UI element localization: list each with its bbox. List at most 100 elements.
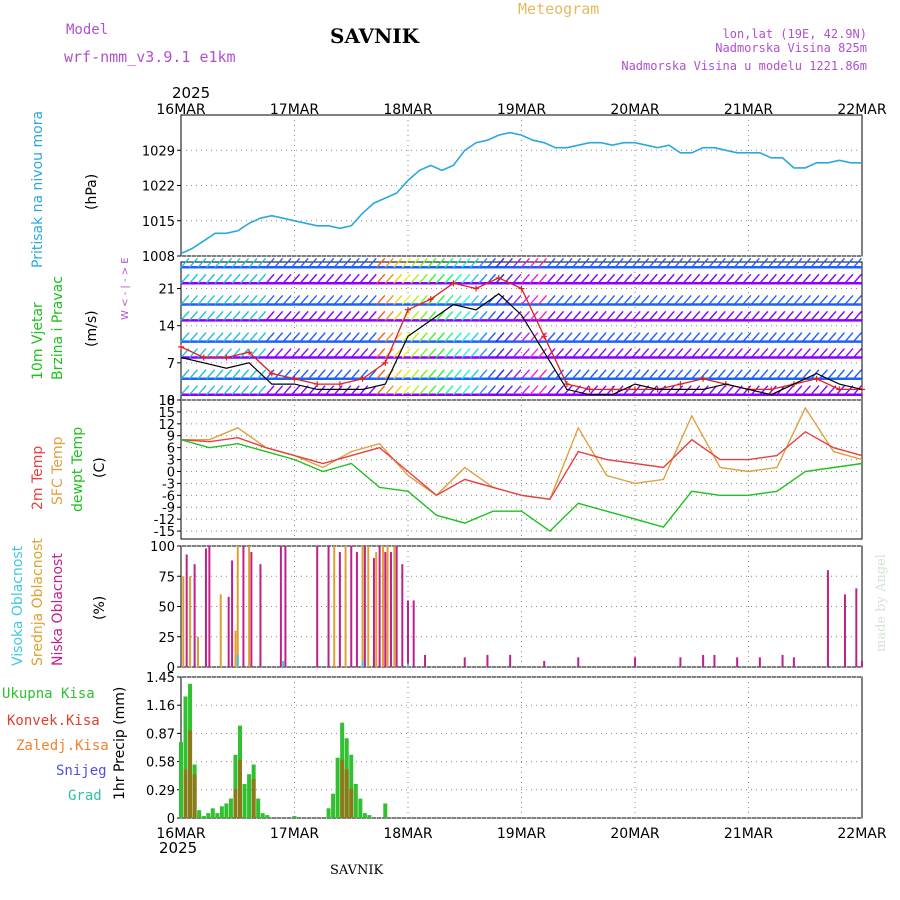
cloud-bar [227, 596, 230, 667]
dewpt-temp-line [180, 439, 863, 533]
wind-barb [444, 273, 454, 284]
y-tick-label: 1015 [142, 215, 175, 230]
wind-barb [503, 310, 513, 321]
wind-barb [640, 294, 650, 305]
wind-ylabel-2: Brzina i Pravac [50, 276, 66, 380]
wind-barb [784, 348, 794, 359]
wind-barb [674, 332, 684, 343]
wind-barb [827, 273, 837, 284]
wind-barb [274, 310, 284, 321]
cloud-bar [363, 546, 366, 667]
wind-barb [248, 369, 258, 380]
wind-barb [299, 294, 309, 305]
temp-ylabel-dew: dewpt Temp [70, 427, 86, 512]
precip-bar [265, 815, 270, 818]
wind-barb [512, 294, 522, 305]
wind-barb [495, 310, 505, 321]
model-label: Model [66, 22, 108, 38]
wind-barb [180, 332, 190, 343]
wind-barb [478, 332, 488, 343]
wind-barb [852, 273, 863, 284]
gust-marker [813, 375, 820, 382]
y-tick-label: 3 [167, 454, 175, 469]
wind-barb [589, 257, 599, 268]
wind-barb [316, 369, 326, 380]
gust-marker [473, 285, 480, 292]
wind-barb [478, 257, 488, 268]
wind-barb [835, 332, 845, 343]
wind-barb [784, 294, 794, 305]
cloud-bar [781, 654, 784, 667]
cloud-ylabel-mid: Srednja Oblacnost [30, 538, 46, 666]
wind-barb [708, 385, 718, 396]
wind-barb [452, 369, 462, 380]
wind-barb [716, 332, 726, 343]
gust-marker [700, 375, 707, 382]
precip-bar [367, 815, 372, 818]
wind-barb [520, 257, 531, 268]
y-tick-label: -9 [162, 501, 175, 516]
wind-barb [597, 385, 607, 396]
wind-barb [682, 348, 692, 359]
wind-barb [674, 294, 684, 305]
wind-barb [427, 310, 437, 321]
wind-barb [282, 257, 292, 268]
y-tick-label: 18 [158, 394, 175, 409]
wind-barb [206, 294, 216, 305]
wind-barb [359, 369, 369, 380]
wind-barb [546, 294, 556, 305]
wind-barb [529, 348, 539, 359]
precip-bar [344, 769, 349, 818]
precip-bar [228, 798, 233, 818]
cloud-bar [393, 546, 396, 667]
wind-barb [657, 294, 667, 305]
wind-barb [793, 332, 803, 343]
wind-barb [725, 332, 735, 343]
cloud-bar [193, 564, 196, 667]
wind-barb [555, 273, 565, 284]
wind-barb [614, 294, 624, 305]
wind-barb [248, 257, 258, 268]
wind-barb [188, 369, 199, 380]
wind-barb [503, 332, 513, 343]
cloud-bar [577, 657, 580, 667]
wind-barb [512, 257, 522, 268]
wind-barb [214, 348, 224, 359]
wind-barb [299, 348, 309, 359]
wind-barb [657, 332, 667, 343]
wind-barb [589, 385, 599, 396]
y-tick-label: 75 [158, 570, 175, 585]
wind-barb [188, 273, 199, 284]
wind-barb [793, 294, 803, 305]
wind-barb [827, 257, 837, 268]
wind-barb [461, 257, 471, 268]
wind-barb [367, 385, 377, 396]
wind-barb [359, 273, 369, 284]
precip-bar [340, 759, 345, 818]
wind-barb [835, 273, 845, 284]
wind-barb [580, 257, 590, 268]
wind-barb [648, 348, 658, 359]
gust-marker [359, 375, 366, 382]
x-tick-label-bottom: 20MAR [610, 826, 659, 842]
wind-barb [759, 257, 769, 268]
wind-barb [274, 385, 284, 396]
precip-bar [331, 793, 336, 818]
wind-barb [359, 332, 369, 343]
wind-barb [538, 273, 548, 284]
wind-barb [750, 273, 760, 284]
wind-barb [725, 257, 735, 268]
wind-barb [597, 348, 607, 359]
year-bottom: 2025 [159, 839, 197, 857]
wind-barb [350, 385, 360, 396]
cloud-bar [355, 552, 358, 667]
wind-barb [606, 257, 616, 268]
wind-barb [801, 257, 811, 268]
wind-barb [469, 369, 479, 380]
wind-barb [580, 310, 590, 321]
wind-barb [538, 332, 548, 343]
wind-barb [240, 332, 250, 343]
wind-barb [452, 348, 462, 359]
wind-barb [801, 369, 811, 380]
y-tick-label: -6 [162, 489, 175, 504]
